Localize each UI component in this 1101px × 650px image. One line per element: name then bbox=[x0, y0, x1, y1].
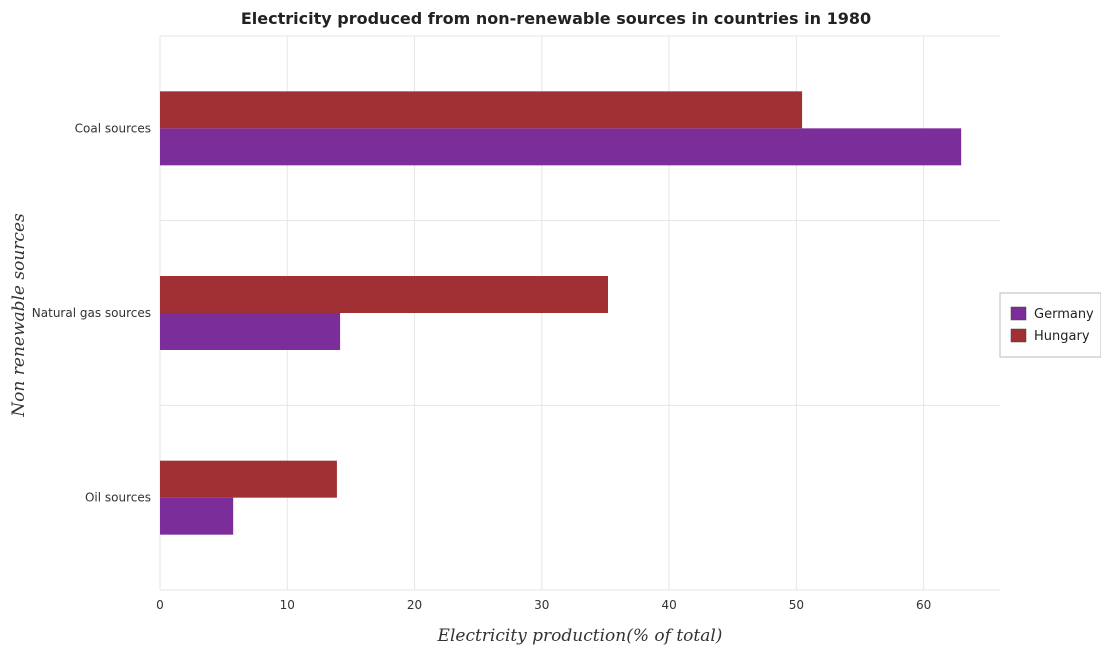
legend-label-hungary: Hungary bbox=[1034, 329, 1090, 344]
y-tick-label: Natural gas sources bbox=[32, 306, 151, 320]
x-tick-label: 30 bbox=[534, 598, 549, 612]
bars bbox=[160, 91, 961, 534]
legend: Germany Hungary bbox=[1000, 293, 1101, 357]
y-axis-title: Non renewable sources bbox=[9, 213, 29, 418]
y-tick-label: Oil sources bbox=[85, 491, 151, 505]
x-tick-label: 20 bbox=[407, 598, 422, 612]
x-axis-title: Electricity production(% of total) bbox=[437, 626, 723, 646]
bar-germany-0 bbox=[160, 128, 961, 165]
y-axis-ticks: Coal sources Natural gas sources Oil sourc… bbox=[32, 121, 151, 504]
x-tick-label: 40 bbox=[661, 598, 676, 612]
bar-hungary-2 bbox=[160, 461, 337, 498]
chart-title: Electricity produced from non-renewable … bbox=[241, 9, 871, 28]
x-tick-label: 60 bbox=[916, 598, 931, 612]
legend-swatch-hungary bbox=[1011, 329, 1026, 342]
bar-germany-1 bbox=[160, 313, 340, 350]
legend-box bbox=[1000, 293, 1101, 357]
x-tick-label: 0 bbox=[156, 598, 164, 612]
y-tick-label: Coal sources bbox=[75, 121, 151, 135]
legend-label-germany: Germany bbox=[1034, 307, 1094, 322]
bar-germany-2 bbox=[160, 498, 233, 535]
x-tick-label: 10 bbox=[280, 598, 295, 612]
x-axis-ticks: 0 10 20 30 40 50 60 bbox=[156, 598, 931, 612]
x-tick-label: 50 bbox=[789, 598, 804, 612]
legend-swatch-germany bbox=[1011, 307, 1026, 320]
bar-hungary-0 bbox=[160, 91, 802, 128]
bar-hungary-1 bbox=[160, 276, 608, 313]
